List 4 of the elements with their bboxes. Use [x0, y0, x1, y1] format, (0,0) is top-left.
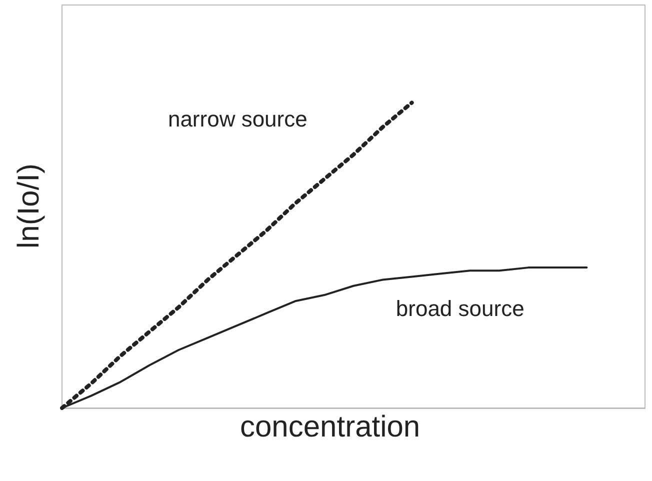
series-label: broad source	[396, 296, 524, 322]
text: narrow source	[168, 106, 308, 132]
y-axis-title: ln(Io/I)	[12, 163, 46, 249]
x-axis-title: concentration	[240, 410, 420, 444]
